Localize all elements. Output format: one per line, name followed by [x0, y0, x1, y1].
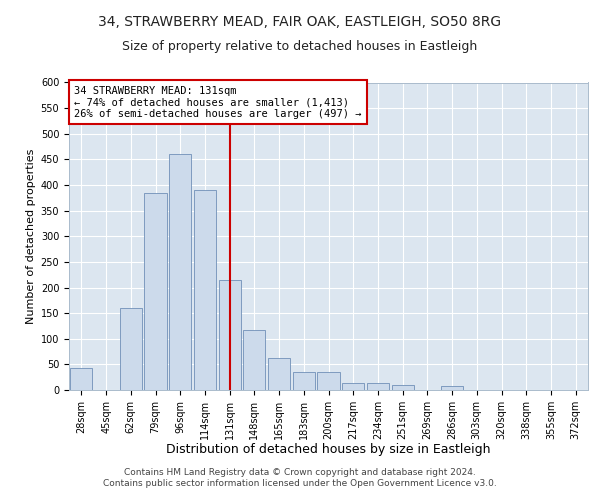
- Bar: [243, 330, 265, 390]
- Y-axis label: Number of detached properties: Number of detached properties: [26, 148, 37, 324]
- Bar: [367, 383, 389, 390]
- Text: 34, STRAWBERRY MEAD, FAIR OAK, EASTLEIGH, SO50 8RG: 34, STRAWBERRY MEAD, FAIR OAK, EASTLEIGH…: [98, 15, 502, 29]
- Bar: [218, 280, 241, 390]
- Bar: [293, 372, 315, 390]
- Bar: [441, 386, 463, 390]
- Bar: [317, 372, 340, 390]
- X-axis label: Distribution of detached houses by size in Eastleigh: Distribution of detached houses by size …: [166, 444, 491, 456]
- Bar: [268, 358, 290, 390]
- Text: Contains HM Land Registry data © Crown copyright and database right 2024.
Contai: Contains HM Land Registry data © Crown c…: [103, 468, 497, 487]
- Bar: [194, 190, 216, 390]
- Bar: [342, 383, 364, 390]
- Bar: [392, 385, 414, 390]
- Bar: [70, 368, 92, 390]
- Bar: [169, 154, 191, 390]
- Bar: [119, 308, 142, 390]
- Text: Size of property relative to detached houses in Eastleigh: Size of property relative to detached ho…: [122, 40, 478, 53]
- Text: 34 STRAWBERRY MEAD: 131sqm
← 74% of detached houses are smaller (1,413)
26% of s: 34 STRAWBERRY MEAD: 131sqm ← 74% of deta…: [74, 86, 362, 119]
- Bar: [145, 192, 167, 390]
